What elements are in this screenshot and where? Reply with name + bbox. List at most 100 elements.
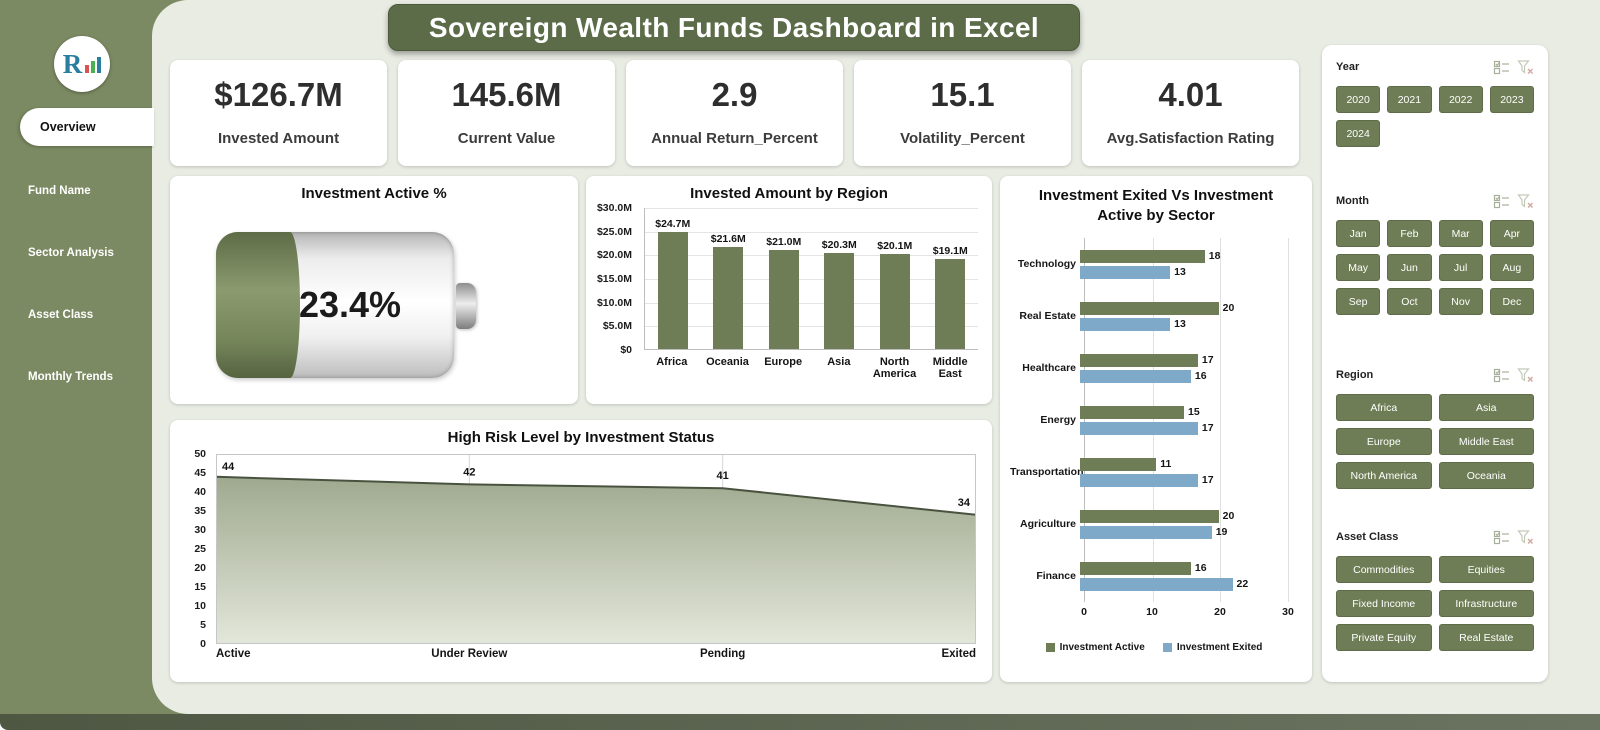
bar-investment-exited (1080, 369, 1191, 383)
bar-investment-active (1080, 405, 1184, 419)
slicer-button-feb[interactable]: Feb (1387, 220, 1432, 247)
clear-filter-icon[interactable] (1517, 367, 1534, 384)
y-axis-label: 45 (194, 467, 206, 479)
y-axis-label: 35 (194, 505, 206, 517)
slicer-button-europe[interactable]: Europe (1336, 428, 1432, 455)
slicer-button-fixed-income[interactable]: Fixed Income (1336, 590, 1432, 617)
legend: Investment Active Investment Exited (1010, 642, 1298, 653)
bar-column: $21.0M (756, 208, 812, 349)
slicer-button-equities[interactable]: Equities (1438, 556, 1534, 583)
slicer-button-nov[interactable]: Nov (1438, 288, 1483, 315)
bar-line: 19 (1080, 525, 1288, 539)
slicer-button-commodities[interactable]: Commodities (1336, 556, 1432, 583)
clear-filter-icon[interactable] (1517, 529, 1534, 546)
sidebar-item-label: Sector Analysis (28, 247, 114, 259)
multiselect-icon[interactable] (1493, 59, 1510, 76)
clear-filter-icon[interactable] (1517, 193, 1534, 210)
slicer-button-oceania[interactable]: Oceania (1438, 462, 1534, 489)
slicer-button-jan[interactable]: Jan (1336, 220, 1381, 247)
bar-data-label: 20 (1222, 302, 1235, 314)
bar-line: 18 (1080, 249, 1288, 263)
area-chart-svg: 44 42 41 34 (215, 454, 977, 644)
svg-text:42: 42 (463, 466, 475, 478)
legend-label: Investment Exited (1176, 642, 1263, 653)
slicer-button-asia[interactable]: Asia (1438, 394, 1534, 421)
multiselect-icon[interactable] (1493, 193, 1510, 210)
sidebar-item-sector-analysis[interactable]: Sector Analysis (0, 240, 152, 266)
slicer-panel: Year 2020 2021 2022 2023 2024 Month Jan Feb Mar Ap… (1322, 45, 1548, 682)
sidebar-item-asset-class[interactable]: Asset Class (0, 302, 152, 328)
slicer-button-jun[interactable]: Jun (1387, 254, 1432, 281)
slicer-button-aug[interactable]: Aug (1489, 254, 1534, 281)
bar-data-label: 17 (1201, 422, 1214, 434)
bar-data-label: 18 (1208, 250, 1221, 262)
kpi-card-current-value: 145.6M Current Value (398, 60, 615, 166)
slicer-button-2021[interactable]: 2021 (1387, 86, 1432, 113)
slicer-button-private-equity[interactable]: Private Equity (1336, 624, 1432, 651)
kpi-label: Current Value (457, 130, 556, 147)
category-label: Energy (1040, 414, 1076, 426)
slicer-title: Region (1336, 369, 1374, 381)
sidebar-item-overview[interactable]: Overview (20, 108, 154, 146)
bar-investment-exited (1080, 473, 1198, 487)
sidebar-item-fund-name[interactable]: Fund Name (0, 178, 152, 204)
slicer-button-sep[interactable]: Sep (1336, 288, 1381, 315)
bar-investment-exited (1080, 265, 1171, 279)
slicer-title: Year (1336, 61, 1360, 73)
bar-line: 20 (1080, 509, 1288, 523)
slicer-button-mar[interactable]: Mar (1438, 220, 1483, 247)
bar-data-label: 20 (1222, 510, 1235, 522)
category-label: Agriculture (1019, 518, 1076, 530)
slicer-header: Region (1336, 365, 1534, 385)
slicer-button-2024[interactable]: 2024 (1336, 120, 1381, 147)
bar-column: $21.6M (701, 208, 757, 349)
gauge-value: 23.4% (298, 284, 402, 325)
slicer-button-may[interactable]: May (1336, 254, 1381, 281)
slicer-button-apr[interactable]: Apr (1489, 220, 1534, 247)
kpi-card-annual-return: 2.9 Annual Return_Percent (626, 60, 843, 166)
slicer-button-2023[interactable]: 2023 (1489, 86, 1534, 113)
gridline (645, 302, 978, 304)
y-axis-label: $30.0M (596, 202, 632, 214)
slicer-button-oct[interactable]: Oct (1387, 288, 1432, 315)
bar-data-label: 16 (1194, 370, 1207, 382)
slicer-button-2020[interactable]: 2020 (1336, 86, 1381, 113)
slicer-button-real-estate[interactable]: Real Estate (1438, 624, 1534, 651)
kpi-card-invested-amount: $126.7M Invested Amount (170, 60, 387, 166)
gridlines (645, 208, 978, 349)
kpi-value: $126.7M (214, 76, 343, 113)
slicer-button-middle-east[interactable]: Middle East (1438, 428, 1534, 455)
bar-data-label: 16 (1194, 562, 1207, 574)
y-axis-label: 20 (194, 562, 206, 574)
slicer-button-africa[interactable]: Africa (1336, 394, 1432, 421)
svg-text:34: 34 (958, 497, 971, 509)
page-title: Sovereign Wealth Funds Dashboard in Exce… (388, 4, 1080, 51)
slicer-button-jul[interactable]: Jul (1438, 254, 1483, 281)
multiselect-icon[interactable] (1493, 367, 1510, 384)
y-axis-label: 50 (194, 448, 206, 460)
slicer-header: Year (1336, 57, 1534, 77)
slicer-buttons: Africa Asia Europe Middle East North America… (1336, 394, 1534, 489)
bar-data-label: 19 (1215, 526, 1228, 538)
slicer-button-dec[interactable]: Dec (1489, 288, 1534, 315)
x-axis: Africa Oceania Europe Asia North America Midd… (644, 356, 978, 381)
bar-column: $19.1M (923, 208, 979, 349)
plot-area: 44 42 41 34 (215, 454, 977, 644)
y-axis-label: $5.0M (602, 320, 632, 333)
bar-data-label: 13 (1174, 318, 1186, 330)
x-axis: 0 10 20 30 (1081, 606, 1294, 620)
slicer-button-2022[interactable]: 2022 (1438, 86, 1483, 113)
slicer-button-north-america[interactable]: North America (1336, 462, 1432, 489)
multiselect-icon[interactable] (1493, 529, 1510, 546)
bar-line: 16 (1080, 561, 1288, 575)
slicer-button-infrastructure[interactable]: Infrastructure (1438, 590, 1534, 617)
bar-investment-active (1080, 353, 1198, 367)
bar-investment-exited (1080, 577, 1233, 591)
slicer-header: Asset Class (1336, 527, 1534, 547)
x-axis-label: Pending (699, 648, 746, 660)
sidebar-item-monthly-trends[interactable]: Monthly Trends (0, 364, 152, 390)
clear-filter-icon[interactable] (1517, 59, 1534, 76)
bar-line: 17 (1080, 421, 1288, 435)
row-bars: 20 13 (1080, 301, 1288, 331)
